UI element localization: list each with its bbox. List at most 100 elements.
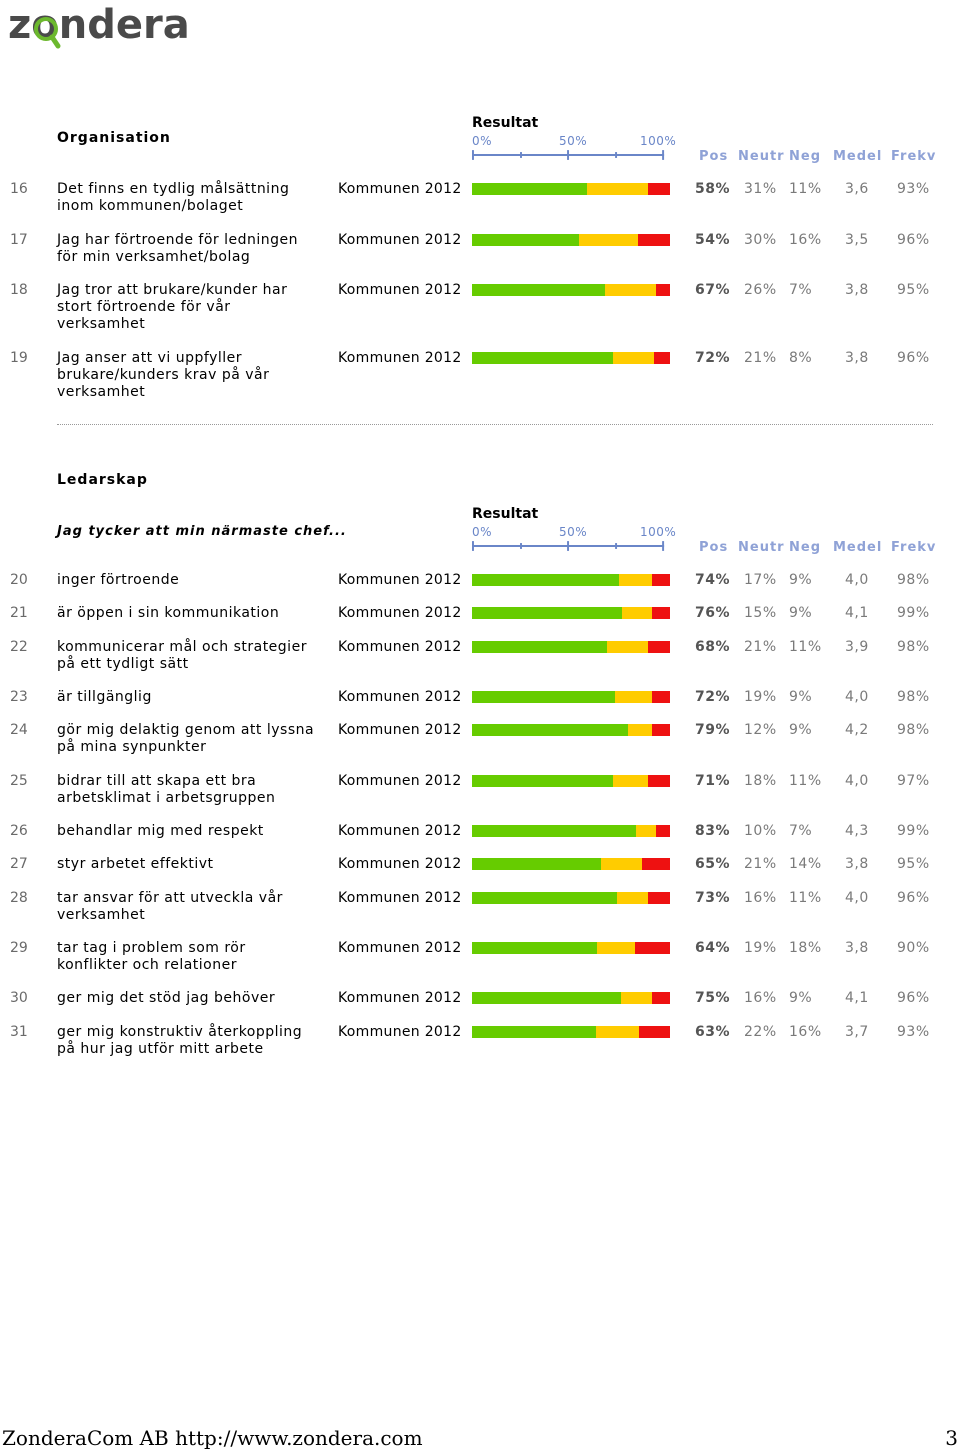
question-text: tar ansvar för att utveckla vår verksamh… — [57, 890, 283, 923]
value-neg: 9% — [789, 990, 813, 1006]
group-label: Kommunen 2012 — [338, 282, 462, 298]
value-pos: 74% — [695, 572, 731, 588]
question-number: 25 — [10, 773, 28, 789]
result-bar — [472, 352, 670, 364]
group-label: Kommunen 2012 — [338, 990, 462, 1006]
value-neutr: 15% — [744, 605, 777, 621]
group-label: Kommunen 2012 — [338, 1024, 462, 1040]
bar-segment-positive — [472, 825, 637, 837]
value-frekv: 96% — [897, 350, 930, 366]
value-pos: 71% — [695, 773, 731, 789]
value-pos: 75% — [695, 990, 731, 1006]
group-label: Kommunen 2012 — [338, 823, 462, 839]
zondera-logo: zondera — [8, 2, 190, 52]
bar-segment-negative — [652, 607, 670, 619]
question-row: 24 gör mig delaktig genom att lyssna på m… — [0, 722, 960, 762]
result-bar — [472, 1026, 670, 1038]
value-medel: 4,2 — [845, 722, 869, 738]
scale-label-0: 0% — [472, 134, 493, 148]
value-pos: 72% — [695, 350, 731, 366]
question-number: 16 — [10, 181, 28, 197]
bar-segment-negative — [654, 352, 670, 364]
result-bar — [472, 942, 670, 954]
question-row: 20 inger förtroende Kommunen 2012 74% 17% 9% 4… — [0, 572, 960, 612]
bar-segment-negative — [656, 825, 670, 837]
value-neg: 11% — [789, 181, 822, 197]
logo-graphic: zondera — [8, 2, 190, 49]
value-medel: 4,1 — [845, 605, 869, 621]
result-header-organisation: Resultat 0% 50% 100% — [472, 115, 682, 160]
value-pos: 73% — [695, 890, 731, 906]
value-neg: 9% — [789, 605, 813, 621]
section-title-ledarskap: Ledarskap — [57, 472, 148, 488]
group-label: Kommunen 2012 — [338, 689, 462, 705]
question-number: 18 — [10, 282, 28, 298]
question-number: 21 — [10, 605, 28, 621]
section-title-organisation: Organisation — [57, 130, 171, 146]
value-pos: 64% — [695, 940, 731, 956]
bar-segment-negative — [638, 1026, 670, 1038]
value-neutr: 31% — [744, 181, 777, 197]
value-frekv: 98% — [897, 689, 930, 705]
bar-segment-negative — [652, 992, 670, 1004]
group-label: Kommunen 2012 — [338, 350, 462, 366]
value-medel: 3,7 — [845, 1024, 869, 1040]
value-neg: 14% — [789, 856, 822, 872]
bar-segment-neutral — [595, 1026, 639, 1038]
bar-segment-negative — [648, 892, 670, 904]
bar-segment-positive — [472, 607, 623, 619]
question-text: är öppen i sin kommunikation — [57, 605, 280, 621]
col-pos: Pos — [699, 149, 729, 164]
question-text: är tillgänglig — [57, 689, 152, 705]
group-label: Kommunen 2012 — [338, 232, 462, 248]
question-row: 26 behandlar mig med respekt Kommunen 2012… — [0, 823, 960, 863]
result-bar — [472, 284, 670, 296]
bar-segment-positive — [472, 1026, 596, 1038]
scale-axis — [472, 541, 665, 551]
result-bar — [472, 641, 670, 653]
section-subtitle-ledarskap: Jag tycker att min närmaste chef... — [57, 524, 347, 539]
col-medel: Medel — [833, 540, 883, 555]
scale-axis — [472, 150, 665, 160]
scale-label-50: 50% — [559, 134, 588, 148]
result-bar — [472, 825, 670, 837]
value-medel: 4,0 — [845, 773, 869, 789]
question-number: 20 — [10, 572, 28, 588]
bar-segment-positive — [472, 691, 615, 703]
value-frekv: 95% — [897, 282, 930, 298]
group-label: Kommunen 2012 — [338, 572, 462, 588]
question-row: 28 tar ansvar för att utveckla vår verksa… — [0, 890, 960, 930]
question-number: 27 — [10, 856, 28, 872]
question-text: kommunicerar mål och strategier på ett t… — [57, 639, 307, 672]
value-pos: 63% — [695, 1024, 731, 1040]
value-neutr: 17% — [744, 572, 777, 588]
col-neg: Neg — [789, 149, 822, 164]
value-medel: 3,8 — [845, 856, 869, 872]
result-header-ledarskap: Resultat 0% 50% 100% — [472, 506, 682, 551]
value-neutr: 18% — [744, 773, 777, 789]
bar-segment-positive — [472, 892, 617, 904]
value-neg: 7% — [789, 282, 813, 298]
value-neutr: 10% — [744, 823, 777, 839]
value-frekv: 98% — [897, 722, 930, 738]
bar-segment-positive — [472, 641, 607, 653]
bar-segment-negative — [634, 942, 670, 954]
value-medel: 3,8 — [845, 282, 869, 298]
bar-segment-positive — [472, 352, 614, 364]
value-pos: 65% — [695, 856, 731, 872]
question-text: tar tag i problem som rör konflikter och… — [57, 940, 246, 973]
value-neg: 9% — [789, 722, 813, 738]
scale-label-100: 100% — [640, 525, 677, 539]
result-bar — [472, 992, 670, 1004]
value-neutr: 21% — [744, 639, 777, 655]
question-row: 27 styr arbetet effektivt Kommunen 2012 65%… — [0, 856, 960, 896]
footer-company: ZonderaCom AB http://www.zondera.com — [2, 1426, 423, 1450]
value-neutr: 19% — [744, 689, 777, 705]
question-number: 22 — [10, 639, 28, 655]
col-pos: Pos — [699, 540, 729, 555]
result-bar — [472, 574, 670, 586]
question-number: 30 — [10, 990, 28, 1006]
question-number: 19 — [10, 350, 28, 366]
result-bar — [472, 234, 670, 246]
result-title: Resultat — [472, 506, 539, 522]
